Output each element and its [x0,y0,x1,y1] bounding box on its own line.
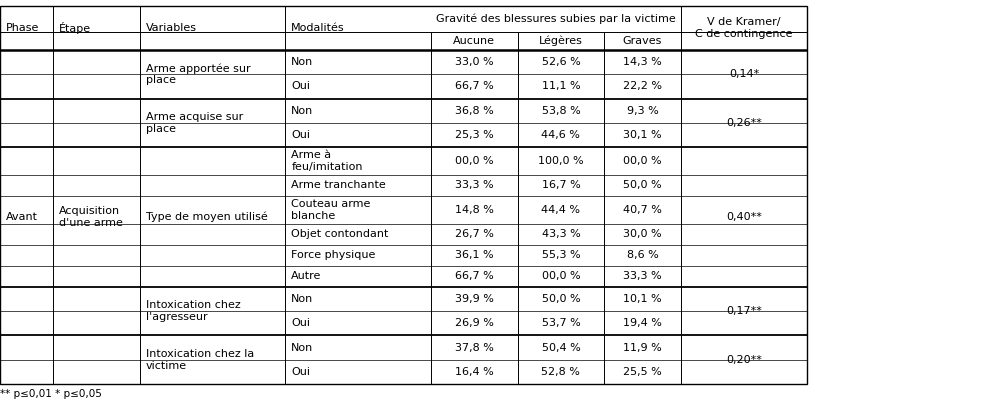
Text: ** p≤0,01 * p≤0,05: ** p≤0,01 * p≤0,05 [0,389,102,399]
Text: Étape: Étape [59,22,92,34]
Text: 0,40**: 0,40** [726,212,762,222]
Text: 19,4 %: 19,4 % [623,318,662,328]
Text: Acquisition
d'une arme: Acquisition d'une arme [59,206,123,228]
Text: 10,1 %: 10,1 % [623,294,662,304]
Text: 25,3 %: 25,3 % [455,130,494,140]
Text: 16,4 %: 16,4 % [455,367,494,377]
Text: 0,20**: 0,20** [726,355,762,365]
Text: 9,3 %: 9,3 % [627,106,658,116]
Text: 52,6 %: 52,6 % [541,57,581,67]
Text: 37,8 %: 37,8 % [455,342,494,353]
Text: Arme tranchante: Arme tranchante [291,180,386,190]
Text: Autre: Autre [291,271,322,281]
Text: 26,7 %: 26,7 % [455,229,494,239]
Text: Oui: Oui [291,130,310,140]
Text: 50,0 %: 50,0 % [541,294,581,304]
Text: 53,8 %: 53,8 % [541,106,581,116]
Text: Aucune: Aucune [454,36,495,46]
Text: 30,0 %: 30,0 % [623,229,662,239]
Text: 11,1 %: 11,1 % [541,81,581,91]
Text: Objet contondant: Objet contondant [291,229,389,239]
Text: Variables: Variables [146,23,197,33]
Text: 33,0 %: 33,0 % [455,57,494,67]
Text: Intoxication chez
l'agresseur: Intoxication chez l'agresseur [146,300,240,322]
Text: Couteau arme
blanche: Couteau arme blanche [291,199,371,221]
Text: Arme apportée sur
place: Arme apportée sur place [146,63,250,85]
Text: 44,4 %: 44,4 % [541,205,581,215]
Text: 40,7 %: 40,7 % [623,205,662,215]
Text: 66,7 %: 66,7 % [455,81,494,91]
Text: 36,1 %: 36,1 % [455,250,494,260]
Text: Intoxication chez la
victime: Intoxication chez la victime [146,349,254,370]
Text: 50,0 %: 50,0 % [623,180,662,190]
Text: Arme acquise sur
place: Arme acquise sur place [146,112,243,134]
Text: V de Kramer/
C de contingence: V de Kramer/ C de contingence [695,17,793,39]
Text: Modalités: Modalités [291,23,344,33]
Text: Force physique: Force physique [291,250,376,260]
Text: 00,0 %: 00,0 % [455,156,494,166]
Text: 25,5 %: 25,5 % [623,367,662,377]
Text: Arme à
feu/imitation: Arme à feu/imitation [291,150,363,172]
Text: Phase: Phase [6,23,39,33]
Text: Non: Non [291,106,314,116]
Text: Non: Non [291,57,314,67]
Text: 39,9 %: 39,9 % [455,294,494,304]
Text: 66,7 %: 66,7 % [455,271,494,281]
Text: 55,3 %: 55,3 % [541,250,581,260]
Text: Type de moyen utilisé: Type de moyen utilisé [146,212,268,222]
Text: 33,3 %: 33,3 % [455,180,494,190]
Text: 00,0 %: 00,0 % [623,156,662,166]
Text: 36,8 %: 36,8 % [455,106,494,116]
Text: Non: Non [291,342,314,353]
Text: 30,1 %: 30,1 % [623,130,662,140]
Text: Avant: Avant [6,212,38,222]
Text: Oui: Oui [291,81,310,91]
Text: 43,3 %: 43,3 % [541,229,581,239]
Text: Oui: Oui [291,318,310,328]
Text: 16,7 %: 16,7 % [541,180,581,190]
Text: 52,8 %: 52,8 % [541,367,581,377]
Text: Oui: Oui [291,367,310,377]
Text: Gravité des blessures subies par la victime: Gravité des blessures subies par la vict… [436,14,676,24]
Text: 53,7 %: 53,7 % [541,318,581,328]
Text: Graves: Graves [623,36,662,46]
Text: 00,0 %: 00,0 % [541,271,581,281]
Text: 14,8 %: 14,8 % [455,205,494,215]
Text: 33,3 %: 33,3 % [623,271,662,281]
Text: 50,4 %: 50,4 % [541,342,581,353]
Text: 26,9 %: 26,9 % [455,318,494,328]
Text: 22,2 %: 22,2 % [623,81,662,91]
Text: 0,26**: 0,26** [726,118,762,128]
Text: 44,6 %: 44,6 % [541,130,581,140]
Text: 0,17**: 0,17** [726,306,762,316]
Text: 14,3 %: 14,3 % [623,57,662,67]
Text: 100,0 %: 100,0 % [538,156,584,166]
Bar [0,6,807,384]
Text: Légères: Légères [539,36,583,46]
Text: 0,14*: 0,14* [729,69,759,79]
Text: Non: Non [291,294,314,304]
Text: 8,6 %: 8,6 % [627,250,658,260]
Text: 11,9 %: 11,9 % [623,342,662,353]
